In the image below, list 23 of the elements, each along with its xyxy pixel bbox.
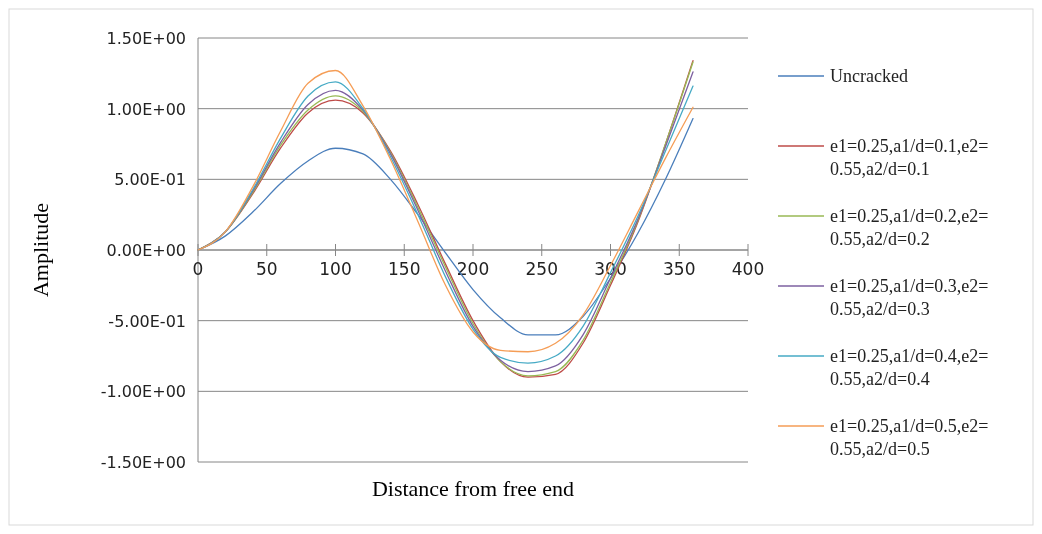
y-tick-label: 1.50E+00: [106, 29, 186, 48]
legend-label: e1=0.25,a1/d=0.2,e2=0.55,a2/d=0.2: [830, 206, 989, 249]
legend-label: Uncracked: [830, 66, 908, 86]
x-axis-title: Distance from free end: [371, 476, 575, 501]
y-tick-label: 5.00E-01: [114, 170, 186, 190]
legend-label: e1=0.25,a1/d=0.1,e2=0.55,a2/d=0.1: [830, 136, 989, 179]
x-tick-label: 200: [456, 259, 490, 279]
y-tick-label: -1.50E+00: [100, 453, 186, 472]
y-tick-label: 0.00E+00: [106, 241, 186, 260]
x-tick-label: 0: [192, 259, 204, 279]
x-tick-label: 50: [255, 259, 278, 279]
x-tick-label: 400: [731, 259, 765, 279]
x-tick-label: 250: [525, 259, 558, 279]
y-axis-title: Amplitude: [28, 202, 53, 298]
x-tick-label: 350: [663, 259, 696, 279]
legend-label: e1=0.25,a1/d=0.3,e2=0.55,a2/d=0.3: [830, 276, 989, 319]
legend-label: e1=0.25,a1/d=0.5,e2=0.55,a2/d=0.5: [830, 416, 989, 459]
legend-label: e1=0.25,a1/d=0.4,e2=0.55,a2/d=0.4: [830, 346, 989, 389]
y-tick-label: -5.00E-01: [108, 311, 186, 331]
x-tick-label: 100: [319, 259, 352, 279]
y-tick-label: -1.00E+00: [100, 382, 186, 402]
y-tick-label: 1.00E+00: [106, 99, 186, 119]
x-tick-label: 150: [388, 259, 421, 279]
